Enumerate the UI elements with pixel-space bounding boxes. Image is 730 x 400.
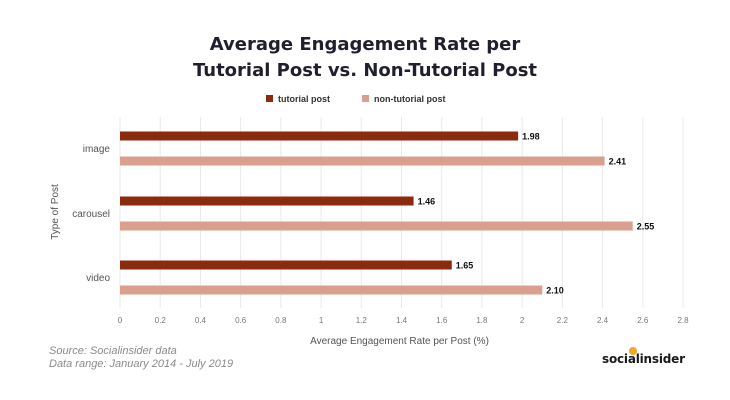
legend-swatch-non-tutorial [362, 95, 369, 102]
legend-label-tutorial: tutorial post [278, 94, 330, 104]
x-tick-label: 2 [520, 316, 525, 325]
bar-tutorial-image [120, 131, 519, 141]
data-label: 1.98 [522, 132, 540, 142]
x-tick-label: 0.6 [235, 316, 247, 325]
legend-label-non-tutorial: non-tutorial post [374, 94, 446, 104]
bar-tutorial-video [120, 260, 452, 270]
data-label: 2.55 [637, 222, 655, 232]
x-tick-label: 2.4 [597, 316, 609, 325]
brand-logo: socialinsider [602, 352, 685, 366]
data-label: 2.41 [609, 157, 627, 167]
category-label-carousel: carousel [72, 209, 110, 220]
x-tick-label: 0 [118, 316, 123, 325]
bar-non-tutorial-image [120, 156, 605, 166]
x-tick-label: 0.4 [195, 316, 207, 325]
category-label-video: video [86, 273, 110, 284]
bar-non-tutorial-carousel [120, 221, 633, 231]
x-tick-label: 1.4 [396, 316, 408, 325]
brand-logo-accent [629, 347, 637, 355]
data-label: 1.65 [456, 261, 474, 271]
x-axis-label: Average Engagement Rate per Post (%) [310, 336, 489, 347]
data-label: 2.10 [546, 286, 564, 296]
x-tick-label: 1.8 [476, 316, 488, 325]
source-note: Source: Socialinsider data [49, 345, 177, 357]
chart-title-line-2: Tutorial Post vs. Non-Tutorial Post [192, 60, 538, 81]
y-axis-label: Type of Post [50, 184, 61, 240]
x-tick-label: 1 [319, 316, 324, 325]
data-range-note: Data range: January 2014 - July 2019 [49, 358, 234, 370]
x-tick-label: 1.6 [436, 316, 448, 325]
x-tick-label: 0.2 [155, 316, 167, 325]
bar-tutorial-carousel [120, 196, 414, 206]
x-tick-label: 0.8 [275, 316, 287, 325]
bar-non-tutorial-video [120, 285, 543, 295]
chart-title-line-1: Average Engagement Rate per [209, 34, 521, 55]
x-tick-label: 1.2 [356, 316, 368, 325]
x-tick-label: 2.2 [557, 316, 569, 325]
legend-swatch-tutorial [266, 95, 273, 102]
category-label-image: image [83, 144, 111, 155]
x-tick-label: 2.8 [677, 316, 689, 325]
data-label: 1.46 [418, 197, 436, 207]
x-tick-label: 2.6 [637, 316, 649, 325]
